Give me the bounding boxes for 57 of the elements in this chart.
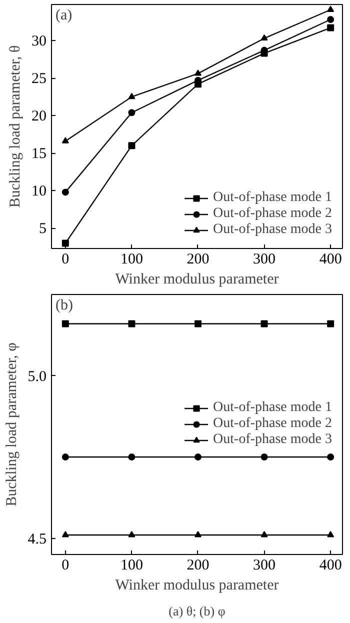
- chart-title: (a): [56, 8, 72, 24]
- point: [194, 454, 202, 460]
- y-tick-label: 10: [32, 184, 46, 200]
- y-axis-title: Buckling load parameter, φ: [4, 342, 20, 506]
- x-axis-title: Winker modulus parameter: [115, 272, 279, 288]
- point: [128, 142, 136, 150]
- point: [260, 454, 268, 460]
- x-axis-title: Winker modulus parameter: [115, 578, 279, 594]
- legend-label: Out-of-phase mode 1: [213, 190, 332, 206]
- point: [128, 92, 136, 100]
- y-tick-label: 15: [32, 146, 46, 162]
- point: [62, 188, 69, 196]
- x-tick-label: 200: [186, 252, 210, 268]
- point: [128, 454, 136, 460]
- y-tick-label: 20: [32, 108, 46, 125]
- legend-label: Out-of-phase mode 3: [213, 222, 332, 238]
- y-tick-label: 5: [39, 221, 46, 238]
- y-tick-label: 4.5: [28, 531, 46, 548]
- x-tick-label: 100: [120, 558, 143, 574]
- point: [128, 531, 136, 538]
- point: [327, 320, 334, 328]
- legend-label: Out-of-phase mode 2: [213, 416, 332, 432]
- x-tick-label: 400: [319, 252, 342, 268]
- point: [62, 137, 69, 144]
- y-tick-label: 25: [32, 71, 46, 88]
- legend-label: Out-of-phase mode 3: [213, 432, 332, 448]
- x-tick-label: 300: [253, 252, 276, 268]
- point: [327, 454, 334, 460]
- x-tick-label: 300: [253, 558, 276, 574]
- point: [128, 320, 136, 328]
- point: [194, 531, 202, 538]
- legend-label: Out-of-phase mode 1: [213, 400, 332, 416]
- text: (a) θ; (b) φ: [168, 604, 226, 618]
- point: [128, 109, 136, 116]
- point: [194, 70, 202, 76]
- point: [327, 6, 334, 12]
- x-tick-label: 400: [319, 558, 342, 574]
- point: [327, 16, 334, 24]
- point: [260, 531, 268, 538]
- point: [62, 454, 69, 460]
- x-tick-label: 100: [120, 252, 143, 268]
- x-tick-label: 0: [62, 558, 70, 574]
- point: [327, 531, 334, 538]
- point: [62, 240, 69, 247]
- point: [327, 24, 334, 32]
- point: [260, 34, 268, 41]
- point: [260, 320, 268, 328]
- x-tick-label: 0: [62, 252, 70, 268]
- point: [194, 320, 202, 328]
- legend-label: Out-of-phase mode 2: [213, 206, 332, 222]
- y-tick-label: 30: [32, 34, 46, 50]
- y-tick-label: 5.0: [28, 368, 46, 385]
- chart-title: (b): [56, 298, 73, 314]
- point: [62, 320, 69, 328]
- point: [62, 531, 69, 538]
- y-axis-title: Buckling load parameter, θ: [8, 45, 24, 208]
- x-tick-label: 200: [186, 558, 210, 574]
